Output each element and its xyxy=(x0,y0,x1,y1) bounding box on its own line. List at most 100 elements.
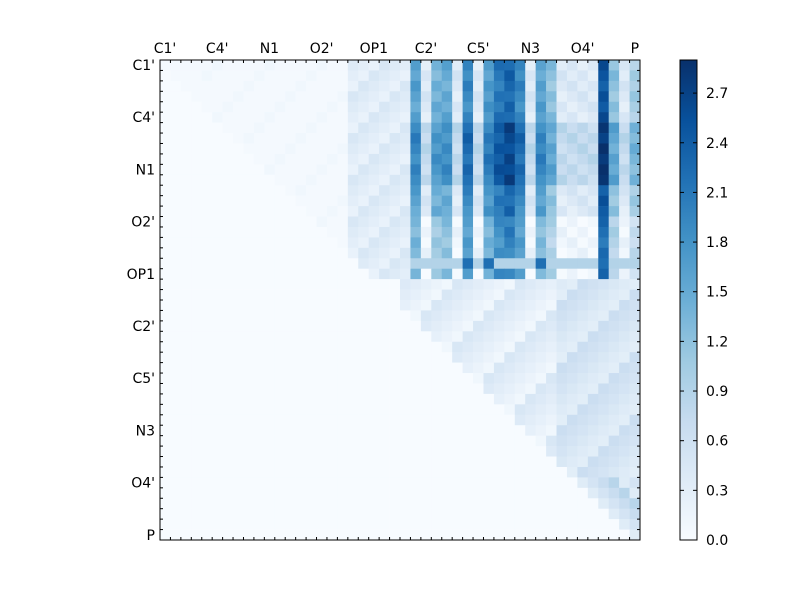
heatmap-cell xyxy=(337,393,349,405)
heatmap-cell xyxy=(347,185,359,196)
colorbar-tick-label: 0.3 xyxy=(706,483,728,499)
heatmap-cell xyxy=(556,466,568,478)
heatmap-cell xyxy=(483,362,495,374)
heatmap-cell xyxy=(368,289,380,301)
heatmap-cell xyxy=(368,373,380,384)
heatmap-cell xyxy=(368,226,380,238)
heatmap-cell xyxy=(452,70,463,82)
heatmap-cell xyxy=(546,477,557,489)
heatmap-cell xyxy=(504,216,516,228)
heatmap-cell xyxy=(608,300,620,311)
heatmap-cell xyxy=(473,112,484,123)
heatmap-cell xyxy=(493,435,505,447)
heatmap-cell xyxy=(608,331,620,343)
heatmap-cell xyxy=(379,414,390,426)
heatmap-cell xyxy=(431,362,443,374)
heatmap-cell xyxy=(368,122,380,134)
heatmap-cell xyxy=(389,133,401,144)
heatmap-cell xyxy=(201,435,213,447)
heatmap-cell xyxy=(535,122,547,134)
heatmap-cell xyxy=(212,226,223,238)
heatmap-cell xyxy=(410,393,422,405)
heatmap-cell xyxy=(233,206,244,217)
heatmap-cell xyxy=(587,216,599,228)
heatmap-cell xyxy=(379,70,390,82)
heatmap-cell xyxy=(587,331,599,343)
heatmap-cell xyxy=(212,174,223,186)
heatmap-cell xyxy=(379,237,390,249)
heatmap-cell xyxy=(243,456,255,468)
heatmap-cell xyxy=(379,143,390,155)
heatmap-cell xyxy=(180,206,192,217)
heatmap-cell xyxy=(233,404,244,416)
heatmap-cell xyxy=(598,60,609,71)
heatmap-cell xyxy=(462,320,474,332)
heatmap-cell xyxy=(483,133,495,144)
heatmap-cell xyxy=(629,300,641,311)
heatmap-cell xyxy=(274,122,286,134)
heatmap-cell xyxy=(368,362,380,374)
heatmap-cell xyxy=(535,112,547,123)
heatmap-cell xyxy=(316,174,328,186)
heatmap-cell xyxy=(535,529,547,541)
heatmap-cell xyxy=(253,508,265,520)
heatmap-cell xyxy=(452,91,463,103)
heatmap-cell xyxy=(514,279,526,290)
heatmap-cell xyxy=(462,80,474,92)
heatmap-cell xyxy=(535,373,547,384)
heatmap-cell xyxy=(410,435,422,447)
heatmap-cell xyxy=(431,331,443,343)
heatmap-cell xyxy=(316,247,328,259)
heatmap-cell xyxy=(201,320,213,332)
heatmap-cell xyxy=(400,174,411,186)
heatmap-cell xyxy=(368,383,380,395)
heatmap-cell xyxy=(295,466,307,478)
heatmap-cell xyxy=(274,529,286,541)
heatmap-cell xyxy=(264,362,276,374)
heatmap-cell xyxy=(577,331,589,343)
heatmap-cell xyxy=(347,174,359,186)
heatmap-cell xyxy=(452,310,463,322)
heatmap-cell xyxy=(337,352,349,363)
heatmap-cell xyxy=(160,341,171,353)
heatmap-cell xyxy=(264,519,276,530)
heatmap-cell xyxy=(473,60,484,71)
heatmap-cell xyxy=(493,101,505,113)
heatmap-cell xyxy=(191,362,203,374)
heatmap-cell xyxy=(587,519,599,530)
heatmap-cell xyxy=(473,362,484,374)
heatmap-cell xyxy=(577,300,589,311)
heatmap-cell xyxy=(504,143,516,155)
heatmap-cell xyxy=(285,258,296,269)
heatmap-cell xyxy=(504,91,516,103)
heatmap-cell xyxy=(233,80,244,92)
x-tick-label: N3 xyxy=(521,41,540,57)
heatmap-cell xyxy=(285,164,296,176)
heatmap-cell xyxy=(253,498,265,509)
heatmap-cell xyxy=(420,341,432,353)
heatmap-cell xyxy=(160,498,171,509)
heatmap-cell xyxy=(170,331,182,343)
heatmap-cell xyxy=(368,195,380,207)
heatmap-cell xyxy=(285,446,296,457)
heatmap-cell xyxy=(504,133,516,144)
heatmap-cell xyxy=(420,216,432,228)
heatmap-cell xyxy=(274,70,286,82)
heatmap-cell xyxy=(473,226,484,238)
heatmap-cell xyxy=(420,143,432,155)
heatmap-cell xyxy=(473,352,484,363)
heatmap-cell xyxy=(577,289,589,301)
heatmap-cell xyxy=(504,60,516,71)
heatmap-cell xyxy=(546,393,557,405)
heatmap-cell xyxy=(295,279,307,290)
heatmap-cell xyxy=(191,185,203,196)
colorbar-tick-label: 2.7 xyxy=(706,86,728,102)
heatmap-cell xyxy=(629,101,641,113)
heatmap-cell xyxy=(368,164,380,176)
x-tick-label: O4' xyxy=(571,41,595,57)
heatmap-cell xyxy=(295,446,307,457)
heatmap-cell xyxy=(483,477,495,489)
heatmap-cell xyxy=(493,133,505,144)
heatmap-cell xyxy=(587,174,599,186)
y-tick-label: N1 xyxy=(136,162,155,178)
